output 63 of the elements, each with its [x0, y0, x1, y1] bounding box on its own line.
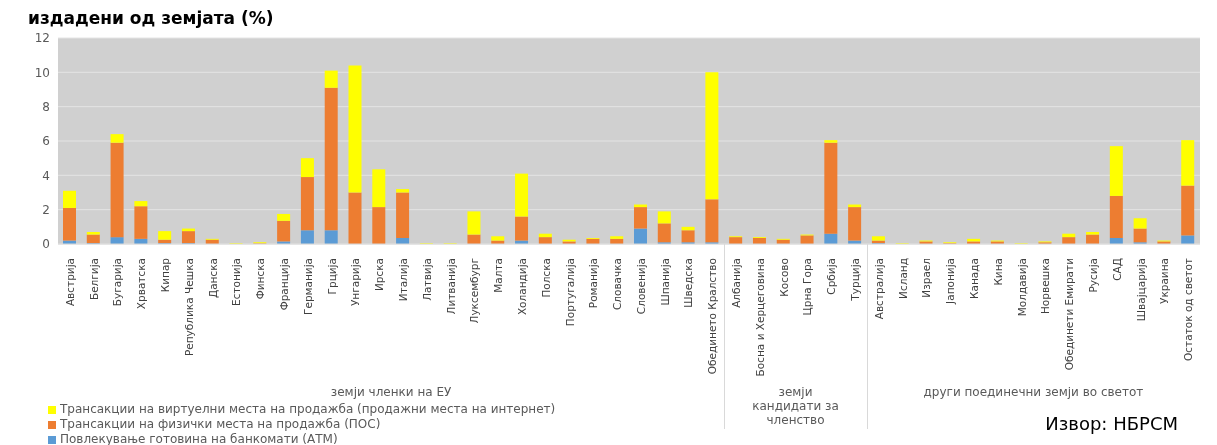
x-tick-label: Швајцарија [1134, 258, 1147, 322]
x-tick-label: Црна Гора [801, 258, 814, 316]
legend-label: Повлекување готовина на банкомати (АТМ) [60, 432, 338, 445]
x-tick-label: Босна и Херцеговина [753, 258, 766, 377]
x-tick-label: Обединето Кралство [706, 258, 719, 375]
x-tick-label: Луксембург [468, 258, 481, 324]
x-tick-label: Малта [492, 258, 505, 293]
x-tick-label: Унгарија [349, 258, 362, 307]
x-tick-label: Финска [254, 258, 267, 300]
text: Извор: НБРСМ [1045, 413, 1178, 434]
x-tick-label: САД [1110, 258, 1123, 281]
y-tick-label: 6 [42, 134, 50, 149]
x-tick-label: Обединети Емирати [1063, 258, 1076, 371]
y-tick-label: 4 [42, 168, 50, 183]
x-tick-label: Италија [396, 258, 409, 302]
legend-label: Трансакции на виртуелни места на продажба (продажни места на интернет) [60, 402, 556, 417]
x-tick-label: Холандија [515, 258, 528, 316]
y-tick-label: 12 [34, 31, 50, 46]
x-tick-label: Ирска [373, 258, 386, 292]
x-tick-label: Словенија [634, 258, 647, 315]
x-tick-label: Франција [278, 258, 291, 311]
x-tick-label: Кина [991, 258, 1004, 286]
x-tick-label: Данска [206, 258, 219, 299]
x-tick-label: Белгија [87, 258, 100, 301]
x-tick-label: Бугарија [111, 258, 124, 307]
x-tick-label: Република Чешка [182, 258, 195, 357]
text: земји кандидати за членство [751, 385, 840, 427]
x-tick-label: Романија [587, 258, 600, 309]
x-tick-label: Австрија [63, 258, 76, 307]
x-tick-label: Словачка [611, 258, 624, 311]
x-tick-label: Португалија [563, 258, 576, 327]
x-tick-label: Норвешка [1039, 258, 1052, 315]
y-tick-label: 10 [34, 65, 50, 80]
x-tick-label: Албанија [730, 258, 743, 308]
x-tick-label: Литванија [444, 258, 457, 315]
x-tick-label: Полска [539, 258, 552, 298]
x-tick-label: Шведска [682, 258, 695, 308]
text: други поединечни земји во светот [922, 385, 1145, 399]
chart-title: издадени од земјата (%) [28, 8, 274, 28]
x-tick-label: Кипар [159, 257, 172, 293]
x-tick-label: Хрватска [135, 258, 148, 310]
x-tick-label: Украина [1158, 258, 1171, 304]
x-tick-label: Германија [301, 258, 314, 315]
x-tick-label: Русија [1086, 258, 1099, 293]
x-tick-label: Косово [777, 258, 790, 297]
y-tick-label: 8 [42, 99, 50, 114]
x-tick-label: Израел [920, 258, 933, 298]
x-tick-label: Латвија [420, 258, 433, 301]
y-tick-label: 0 [42, 237, 50, 252]
x-tick-label: Јапонија [944, 258, 957, 305]
y-tick-label: 2 [42, 202, 50, 217]
x-tick-label: Турција [849, 258, 862, 302]
x-tick-label: Исланд [896, 258, 909, 299]
x-tick-label: Молдавија [1015, 258, 1028, 317]
x-tick-label: Австралија [872, 258, 885, 320]
legend-label: Трансакции на физички места на продажба (ПОС) [60, 417, 381, 432]
x-tick-label: Грција [325, 258, 338, 295]
x-tick-label: Србија [825, 258, 838, 295]
x-tick-label: Естонија [230, 258, 243, 306]
text: земји членки на ЕУ [329, 385, 453, 399]
x-tick-label: Остаток од светот [1182, 258, 1195, 361]
x-tick-label: Шпанија [658, 258, 671, 306]
x-tick-label: Канада [967, 258, 980, 299]
